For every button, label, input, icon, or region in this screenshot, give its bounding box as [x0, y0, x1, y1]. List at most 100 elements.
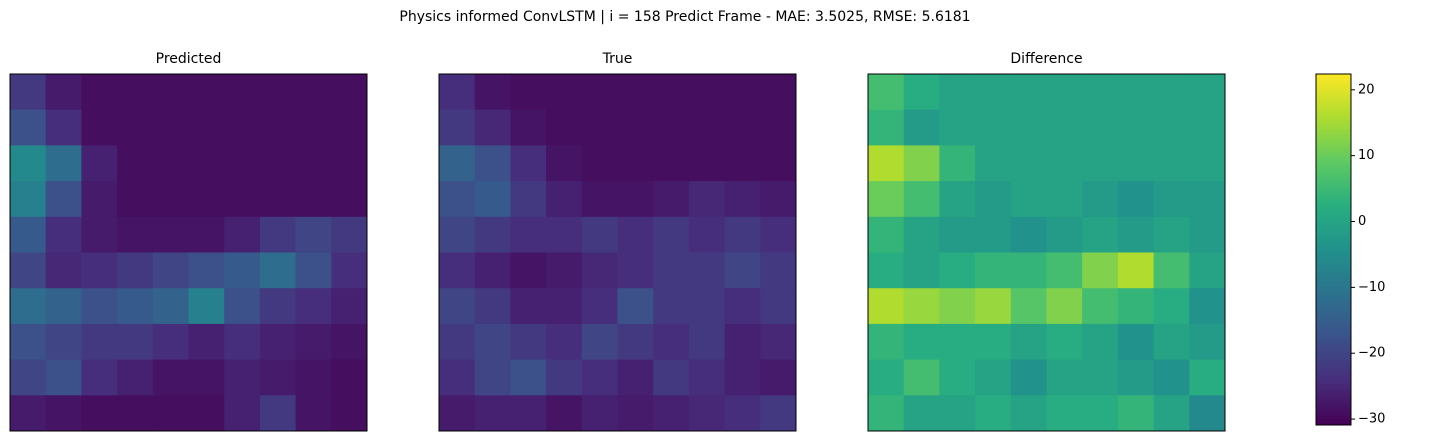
cell [688, 145, 726, 182]
cell [10, 323, 47, 361]
colorbar-segment [1316, 410, 1351, 414]
colorbar-segment [1316, 267, 1351, 271]
cell [1082, 288, 1119, 325]
cell [975, 252, 1012, 289]
cell [224, 145, 261, 182]
cell [295, 181, 332, 218]
cell [1010, 252, 1047, 289]
colorbar-segment [1316, 354, 1351, 359]
colorbar-segment [1316, 173, 1351, 177]
cell [331, 288, 368, 325]
colorbar-segment [1316, 234, 1351, 239]
cell [653, 145, 690, 182]
cell [581, 109, 618, 146]
colorbar-segment [1316, 106, 1351, 110]
colorbar-segment [1316, 404, 1351, 408]
colorbar-segment [1316, 299, 1351, 303]
colorbar-segment [1316, 325, 1351, 329]
cell [1010, 288, 1047, 325]
cell [10, 145, 47, 182]
colorbar-segment [1316, 419, 1351, 423]
colorbar-tick-label: −20 [1358, 346, 1385, 361]
cell [1010, 74, 1047, 111]
cell [295, 323, 332, 361]
cell [653, 252, 690, 289]
colorbar-segment [1316, 150, 1351, 154]
cell [1117, 145, 1155, 182]
colorbar-segment [1316, 384, 1351, 388]
cell [1153, 109, 1190, 146]
cell [546, 181, 583, 218]
cell [546, 395, 583, 432]
cell [188, 252, 225, 289]
colorbar-segment [1316, 287, 1351, 291]
cell [939, 145, 976, 182]
cell [975, 145, 1012, 182]
cell [510, 359, 547, 396]
cell [939, 181, 976, 218]
colorbar-segment [1316, 334, 1351, 338]
cell [760, 252, 797, 289]
colorbar-segment [1316, 378, 1351, 382]
cell [1117, 288, 1155, 325]
axes-frame [9, 73, 368, 432]
cell [653, 323, 690, 361]
cell [45, 252, 82, 289]
cell [224, 181, 261, 218]
colorbar-segment [1316, 141, 1351, 145]
colorbar-segment [1316, 226, 1351, 230]
colorbar-segment [1316, 305, 1351, 309]
cell [1082, 145, 1119, 182]
cell [724, 395, 761, 432]
cell [1082, 181, 1119, 218]
cell [760, 395, 797, 432]
cell [1189, 181, 1226, 218]
cell [1189, 395, 1226, 432]
colorbar-segment [1316, 337, 1351, 341]
cell [760, 359, 797, 396]
cell [760, 323, 797, 361]
cell [295, 216, 332, 253]
colorbar-tick-label: 20 [1358, 82, 1375, 97]
cell [474, 252, 511, 289]
cell [617, 145, 654, 182]
cell [581, 288, 618, 325]
cell [1153, 359, 1190, 396]
cell [474, 216, 511, 253]
cell [439, 145, 476, 182]
cell [259, 359, 297, 396]
cell [975, 216, 1012, 253]
cell [653, 181, 690, 218]
cell [903, 288, 940, 325]
colorbar-segment [1316, 416, 1351, 420]
colorbar-segment [1316, 290, 1351, 294]
cell [10, 288, 47, 325]
colorbar-segment [1316, 79, 1351, 84]
cell [617, 395, 654, 432]
colorbar-segment [1316, 182, 1351, 186]
cell [331, 74, 368, 111]
colorbar-segment [1316, 328, 1351, 332]
cell [1046, 74, 1083, 111]
cell [224, 252, 261, 289]
cell [903, 395, 940, 432]
cell [1117, 109, 1155, 146]
colorbar-segment [1316, 375, 1351, 379]
colorbar-segment [1316, 249, 1351, 253]
cell [581, 359, 618, 396]
cell [117, 145, 154, 182]
colorbar-segment [1316, 310, 1351, 315]
cell [188, 395, 225, 432]
colorbar-segment [1316, 214, 1351, 218]
cell [617, 216, 654, 253]
colorbar-segment [1316, 360, 1351, 365]
colorbar-segment [1316, 100, 1351, 104]
colorbar-segment [1316, 88, 1351, 93]
cell [617, 323, 654, 361]
cell [724, 74, 761, 111]
cell [1082, 395, 1119, 432]
colorbar-segment [1316, 240, 1351, 245]
colorbar-segment [1316, 346, 1351, 350]
cell [439, 323, 476, 361]
cell [688, 216, 726, 253]
